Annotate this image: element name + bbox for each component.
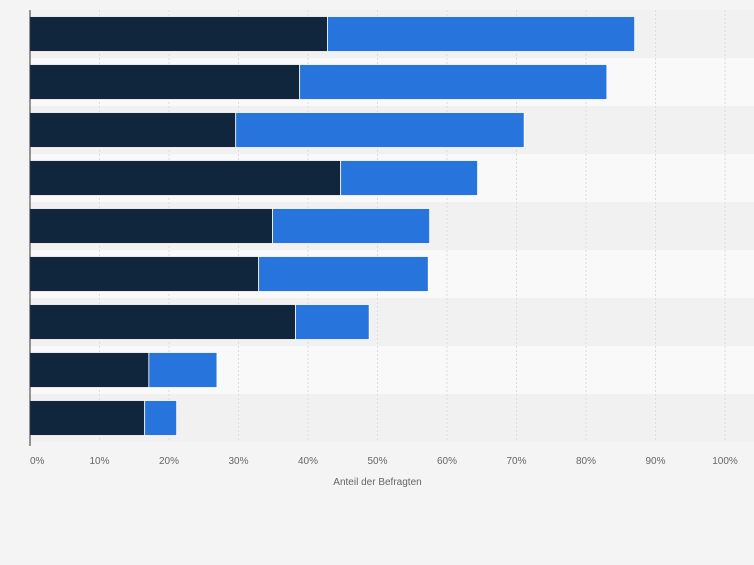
bar-series-1 bbox=[29, 304, 296, 340]
x-axis-title: Anteil der Befragten bbox=[333, 477, 421, 488]
bar-series-2 bbox=[272, 208, 431, 244]
bar-series-2 bbox=[258, 256, 429, 292]
bar-series-1 bbox=[29, 160, 342, 196]
bar-series-1 bbox=[29, 64, 301, 100]
bar-series-1 bbox=[29, 112, 237, 148]
bar-series-2 bbox=[327, 16, 636, 52]
x-tick-label: 80% bbox=[576, 456, 596, 467]
x-tick-label: 90% bbox=[645, 456, 665, 467]
x-tick-label: 10% bbox=[89, 456, 109, 467]
bar-series-1 bbox=[29, 256, 260, 292]
x-tick-label: 50% bbox=[367, 456, 387, 467]
bar-series-2 bbox=[299, 64, 608, 100]
bar-series-2 bbox=[144, 400, 178, 436]
bar-series-1 bbox=[29, 208, 273, 244]
x-tick-labels: 0% 10% 20% 30% 40% 50% 60% 70% 80% 90% 100% bbox=[30, 456, 738, 467]
bar-series-2 bbox=[148, 352, 218, 388]
bar-series-2 bbox=[340, 160, 478, 196]
x-tick-label: 20% bbox=[159, 456, 179, 467]
x-tick-label: 40% bbox=[298, 456, 318, 467]
bar-series-2 bbox=[235, 112, 525, 148]
x-tick-label: 100% bbox=[712, 456, 738, 467]
x-tick-label: 60% bbox=[437, 456, 457, 467]
bars bbox=[29, 16, 636, 436]
bar-series-1 bbox=[29, 16, 328, 52]
bar-series-1 bbox=[29, 352, 150, 388]
x-tick-label: 30% bbox=[228, 456, 248, 467]
bar-series-1 bbox=[29, 400, 146, 436]
x-tick-label: 70% bbox=[506, 456, 526, 467]
x-tick-label: 0% bbox=[30, 456, 45, 467]
bar-series-2 bbox=[295, 304, 370, 340]
